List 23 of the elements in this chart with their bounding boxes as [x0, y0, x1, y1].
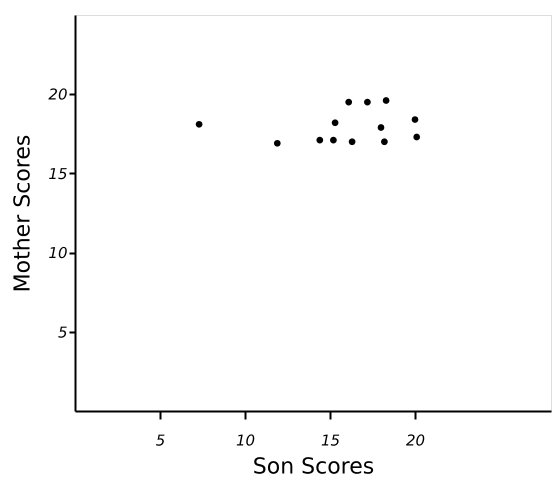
x-tick-label: 20	[406, 432, 426, 450]
y-tick-label: 5	[58, 323, 68, 342]
x-tick-label: 15	[320, 432, 340, 450]
point	[382, 97, 390, 104]
y-axis-title: Mother Scores	[10, 134, 36, 292]
point	[345, 98, 352, 106]
x-axis-title: Son Scores	[252, 454, 374, 480]
point	[412, 116, 418, 123]
point	[348, 138, 356, 146]
y-tick-label: 10	[48, 244, 68, 262]
point	[196, 120, 202, 128]
point	[381, 138, 388, 146]
point	[330, 136, 337, 144]
point	[378, 124, 384, 131]
point	[364, 98, 371, 106]
x-tick-label: 5	[156, 432, 166, 450]
y-tick-label: 20	[48, 86, 68, 104]
point	[316, 136, 324, 144]
y-tick-label: 15	[48, 164, 68, 183]
point	[332, 119, 338, 126]
point	[274, 140, 281, 147]
x-tick-label: 10	[236, 432, 256, 450]
point	[413, 134, 420, 140]
